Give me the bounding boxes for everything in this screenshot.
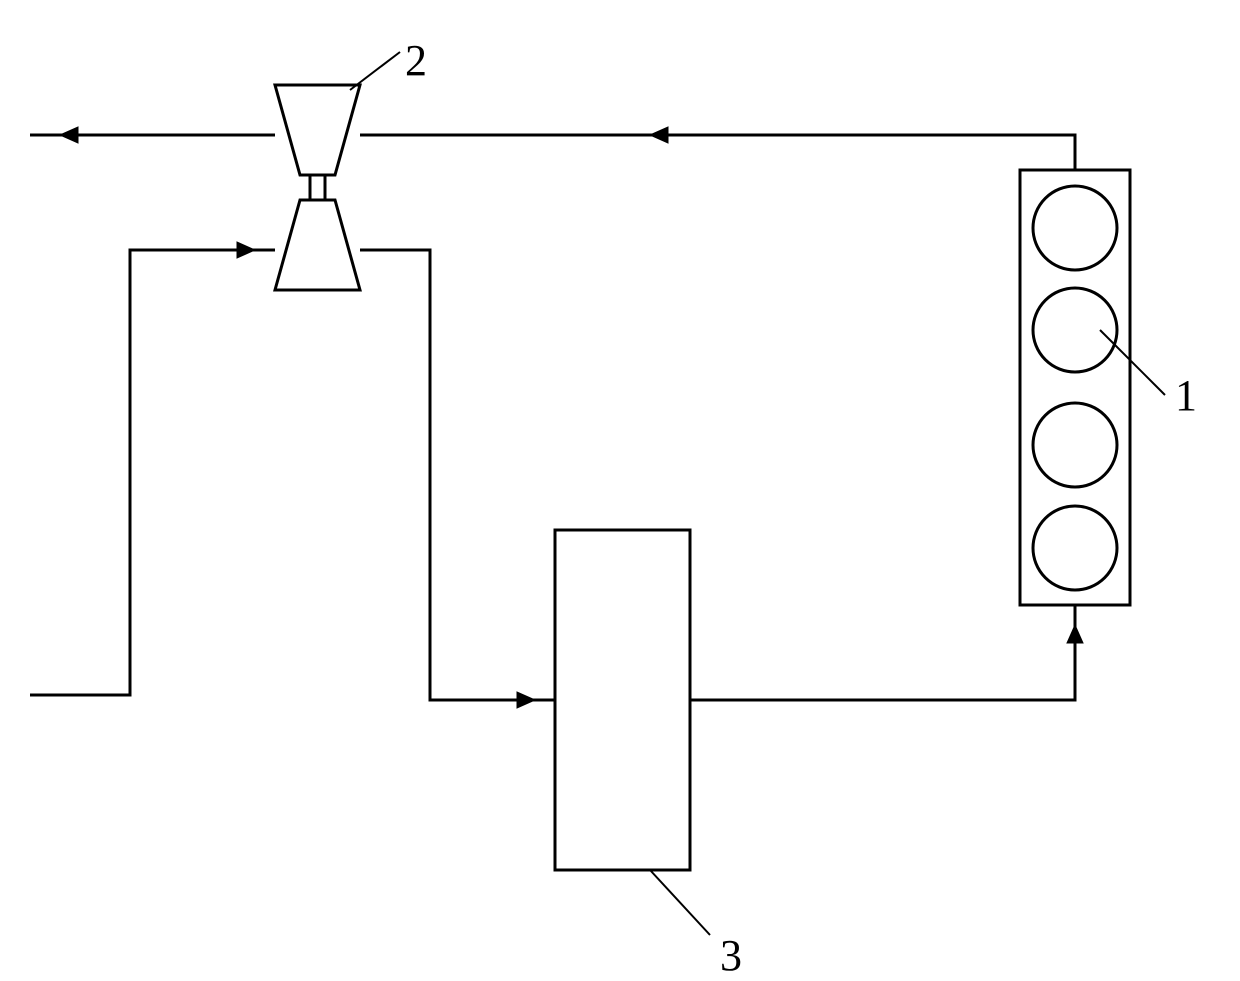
label-3: 3 (720, 930, 742, 981)
label-2: 2 (405, 35, 427, 86)
label-1: 1 (1175, 370, 1197, 421)
diagram-canvas (0, 0, 1240, 978)
